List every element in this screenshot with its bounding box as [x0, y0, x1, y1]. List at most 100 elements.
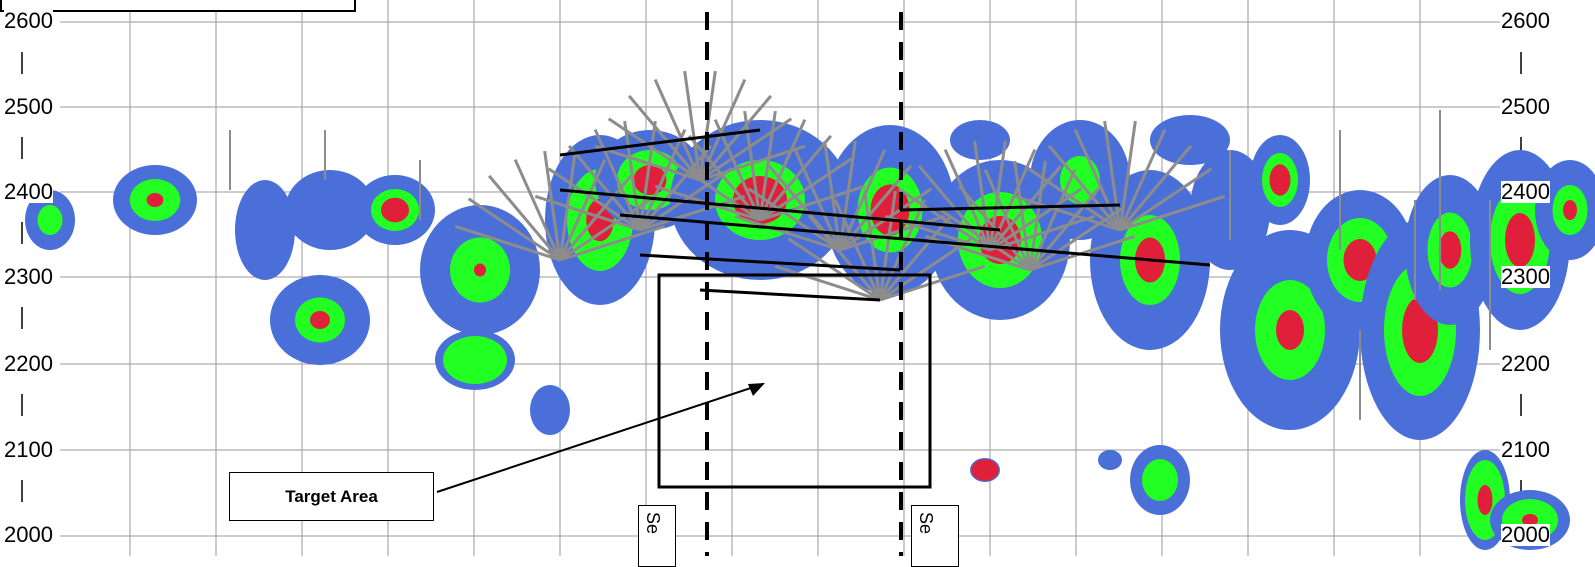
- y-tick-right: 2500: [1501, 94, 1550, 119]
- drillhole-trace: [943, 148, 992, 251]
- drillhole-trace: [699, 117, 793, 182]
- target-area-label: Target Area: [285, 486, 378, 506]
- drillhole-trace: [758, 110, 777, 221]
- drillhole-trace: [957, 184, 1032, 271]
- black-trace-line: [899, 203, 1121, 212]
- drillhole-trace: [983, 168, 1032, 271]
- grade-blob-mid: [443, 336, 507, 384]
- grade-blob-high: [1269, 164, 1291, 196]
- grade-blob-high: [1477, 485, 1493, 515]
- y-tick-left: 2100: [4, 437, 53, 462]
- grade-blob-low: [1098, 450, 1122, 470]
- drillhole-trace: [1119, 194, 1226, 232]
- drillhole-trace: [767, 164, 842, 251]
- grade-blob-high: [146, 193, 164, 207]
- black-trace-line: [639, 253, 901, 272]
- y-tick-right: 2200: [1501, 351, 1550, 376]
- grade-blob-low: [1150, 115, 1230, 165]
- grade-blob-mid: [37, 205, 63, 235]
- grade-blob-high: [474, 263, 486, 277]
- grade-blob-high: [1563, 200, 1577, 220]
- drillhole-trace: [878, 214, 953, 301]
- drillhole-trace: [513, 158, 562, 261]
- grade-blob-low: [285, 170, 375, 250]
- section-label-right: Se: [916, 512, 936, 535]
- drillhole-trace: [543, 150, 562, 261]
- drillhole-trace: [879, 237, 973, 302]
- grade-blob-high: [1505, 213, 1535, 267]
- grade-blob-high: [1276, 310, 1304, 350]
- drillhole-trace: [653, 78, 702, 181]
- y-tick-left: 2400: [4, 179, 53, 204]
- black-drill-traces: [559, 128, 1211, 302]
- black-trace-line: [559, 188, 1001, 232]
- drillhole-trace: [747, 187, 841, 252]
- grade-blob-high: [381, 197, 409, 223]
- drillhole-trace: [863, 190, 882, 301]
- legend-box-edge: [0, 0, 356, 12]
- drillhole-trace: [547, 167, 641, 232]
- y-tick-right: 2000: [1501, 522, 1550, 547]
- drillhole-trace: [638, 120, 657, 231]
- drillhole-trace: [1103, 120, 1122, 231]
- grade-blob-mid: [1060, 156, 1100, 204]
- drillhole-trace: [734, 214, 841, 252]
- drillhole-trace: [667, 157, 761, 222]
- black-trace-line: [559, 128, 761, 157]
- section-tag-left: Se: [638, 505, 676, 567]
- drillhole-trace: [1028, 184, 1103, 271]
- drillhole-trace: [559, 224, 666, 262]
- drillhole-trace: [879, 264, 986, 302]
- drillhole-trace: [1013, 160, 1032, 271]
- callout-arrow-line: [436, 383, 764, 493]
- drillhole-trace: [467, 197, 561, 262]
- section-tag-right: Se: [911, 505, 959, 567]
- drillhole-trace: [713, 118, 762, 221]
- grade-blob-low: [530, 385, 570, 435]
- drillhole-trace: [1118, 120, 1137, 231]
- drillhole-trace: [897, 187, 991, 252]
- grade-blob-low: [235, 180, 295, 280]
- y-tick-left: 2600: [4, 8, 53, 33]
- drillhole-trace: [558, 158, 607, 261]
- y-tick-right: 2300: [1501, 264, 1550, 289]
- drillhole-trace: [623, 120, 642, 231]
- drillhole-trace: [973, 140, 992, 251]
- drillhole-trace: [743, 110, 762, 221]
- drillhole-trace: [594, 144, 701, 182]
- black-trace-line: [699, 288, 881, 302]
- drillhole-trace: [639, 167, 733, 232]
- drillhole-trace: [698, 94, 773, 181]
- target-area-box: [657, 273, 932, 489]
- drillhole-trace: [1073, 128, 1122, 231]
- drillhole-trace: [1014, 194, 1121, 232]
- y-tick-right: 2100: [1501, 437, 1550, 462]
- drillhole-trace: [534, 194, 641, 232]
- drillhole-trace: [838, 140, 857, 251]
- drillhole-trace: [823, 140, 842, 251]
- grade-blob-high: [310, 311, 330, 329]
- drillhole-trace: [698, 70, 717, 181]
- drillhole-trace: [1119, 167, 1213, 232]
- drillhole-trace: [558, 174, 633, 261]
- drillhole-trace: [787, 237, 881, 302]
- drillhole-trace: [638, 128, 687, 231]
- grade-blob-high: [1438, 231, 1462, 269]
- drillhole-trace: [593, 128, 642, 231]
- drillhole-trace: [1118, 144, 1193, 231]
- drillhole-trace: [1028, 168, 1077, 271]
- drillhole-trace: [639, 194, 746, 232]
- drillhole-trace: [878, 198, 927, 301]
- y-tick-right: 2600: [1501, 8, 1550, 33]
- drillhole-trace: [638, 144, 713, 231]
- drillhole-trace: [454, 224, 561, 262]
- drillhole-trace: [1027, 167, 1121, 232]
- y-tick-right: 2400: [1501, 179, 1550, 204]
- drillhole-trace: [758, 118, 807, 221]
- grade-blob-high: [971, 459, 999, 481]
- target-area-callout: Target Area: [229, 472, 434, 521]
- drillhole-trace: [807, 214, 882, 301]
- y-tick-left: 2500: [4, 94, 53, 119]
- drillhole-trace: [683, 70, 702, 181]
